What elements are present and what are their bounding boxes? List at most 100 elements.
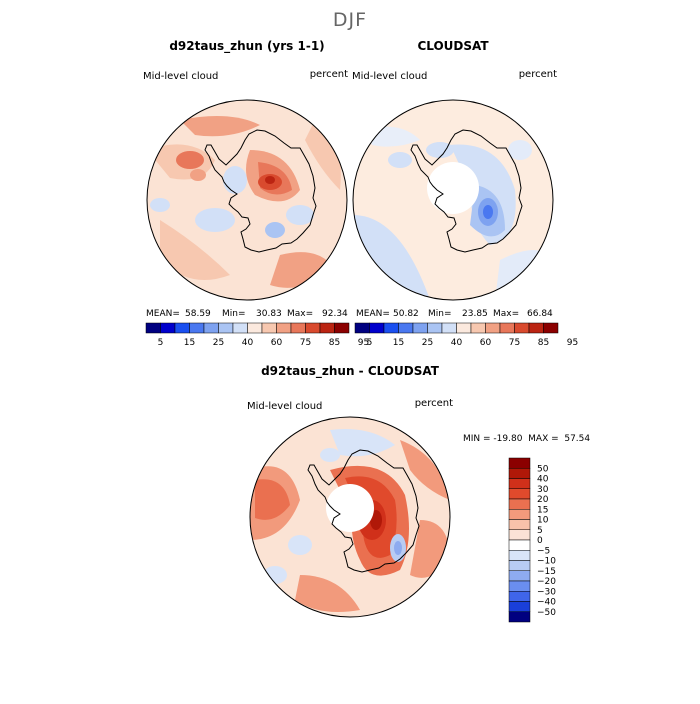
colorbar-swatch (508, 529, 531, 541)
page-title: DJF (333, 9, 367, 31)
max-value: 66.84 (527, 309, 553, 319)
colorbar-tick-label: −30 (537, 587, 556, 597)
units-label: percent (310, 69, 348, 80)
colorbar: 5 15 25 40 60 75 85 95 (354, 322, 578, 348)
colorbar-swatch (528, 322, 544, 334)
mean-label: MEAN= (356, 309, 390, 319)
colorbar-swatch (276, 322, 292, 334)
colorbar-swatch (508, 601, 531, 612)
colorbar-tick-label: 40 (242, 338, 254, 348)
colorbar-tick-label: 0 (537, 536, 543, 546)
colorbar-swatch (514, 322, 530, 334)
max-label: Max= (287, 309, 313, 319)
panel-title: CLOUDSAT (417, 39, 489, 53)
colorbar-swatch (441, 322, 457, 334)
colorbar-swatch (412, 322, 428, 334)
colorbar-tick-label: 40 (451, 338, 463, 348)
panel-cloudsat: CLOUDSAT Mid-level cloud percent MEAN= 5… (352, 39, 578, 348)
variable-label: Mid-level cloud (143, 71, 218, 82)
colorbar-tick-label: 5 (158, 338, 164, 348)
colorbar-swatch (508, 560, 531, 571)
map-border (249, 416, 451, 618)
colorbar-swatch (174, 322, 190, 334)
panel-title: d92taus_zhun - CLOUDSAT (261, 364, 440, 379)
colorbar-swatch (383, 322, 399, 334)
colorbar-swatch (508, 488, 531, 500)
min-value: 30.83 (256, 309, 282, 319)
colorbar-swatch (508, 550, 531, 561)
colorbar-swatch (369, 322, 385, 334)
colorbar-tick-label: 85 (538, 338, 549, 348)
colorbar-tick-label: −5 (537, 546, 550, 556)
colorbar-tick-label: 15 (537, 505, 548, 515)
units-label: percent (415, 398, 453, 409)
colorbar-tick-label: −15 (537, 567, 556, 577)
min-value: 23.85 (462, 309, 488, 319)
colorbar-swatch (456, 322, 472, 334)
map-border (352, 99, 554, 301)
panel-title: d92taus_zhun (yrs 1-1) (169, 39, 324, 54)
colorbar-tick-label: 10 (537, 516, 549, 526)
colorbar-swatch (508, 580, 531, 592)
variable-label: Mid-level cloud (352, 71, 427, 82)
colorbar-tick-label: 50 (537, 464, 549, 474)
colorbar-swatch (485, 322, 501, 334)
colorbar-tick-label: −20 (537, 577, 556, 587)
colorbar-swatch (543, 322, 559, 334)
colorbar-tick-label: 25 (422, 338, 433, 348)
stats: MEAN= 50.82 Min= 23.85 Max= 66.84 (356, 309, 553, 319)
colorbar-tick-label: −10 (537, 557, 556, 567)
panel-model: d92taus_zhun (yrs 1-1) Mid-level cloud p… (143, 39, 369, 348)
stats: MEAN= 58.59 Min= 30.83 Max= 92.34 (146, 309, 348, 319)
min-label: Min= (428, 309, 452, 319)
colorbar-tick-label: 40 (537, 475, 549, 485)
colorbar-swatch (508, 519, 531, 530)
colorbar-swatch (508, 591, 531, 602)
range-text: MIN = -19.80 MAX = 57.54 (463, 434, 590, 444)
colorbar-tick-label: −40 (537, 598, 556, 608)
colorbar-tick-label: 95 (358, 338, 369, 348)
colorbar-swatch (232, 322, 248, 334)
colorbar-swatch (218, 322, 234, 334)
colorbar-tick-label: 30 (537, 485, 549, 495)
colorbar-swatch (508, 468, 531, 479)
colorbar-swatch (508, 478, 531, 489)
colorbar-tick-label: 25 (213, 338, 224, 348)
colorbar-swatch (499, 322, 515, 334)
colorbar-tick-label: 5 (367, 338, 373, 348)
colorbar-swatch (145, 322, 161, 334)
colorbar-swatch (508, 539, 531, 551)
mean-value: 50.82 (393, 309, 419, 319)
colorbar-swatch (398, 322, 414, 334)
colorbar-swatch (290, 322, 306, 334)
mean-label: MEAN= (146, 309, 180, 319)
mean-value: 58.59 (185, 309, 211, 319)
colorbar-swatch (305, 322, 321, 334)
colorbar-swatch (508, 570, 531, 582)
panel-difference: d92taus_zhun - CLOUDSAT Mid-level cloud … (247, 364, 590, 623)
max-value: 92.34 (322, 309, 348, 319)
colorbar-swatch (470, 322, 486, 334)
colorbar-swatch (508, 457, 531, 469)
colorbar-tick-label: 15 (184, 338, 195, 348)
colorbar: 5 15 25 40 60 75 85 95 (145, 322, 369, 348)
map-plot (147, 100, 347, 300)
min-label: Min= (222, 309, 246, 319)
colorbar-swatch (261, 322, 277, 334)
colorbar-swatch (189, 322, 205, 334)
colorbar-tick-label: 75 (300, 338, 311, 348)
colorbar-tick-label: −50 (537, 608, 556, 618)
colorbar-tick-label: 75 (509, 338, 520, 348)
colorbar-swatch (334, 322, 350, 334)
colorbar-tick-label: 5 (537, 526, 543, 536)
map-border (146, 99, 348, 301)
colorbar-tick-label: 85 (329, 338, 340, 348)
colorbar-swatch (247, 322, 263, 334)
colorbar-swatch (508, 509, 531, 520)
colorbar-tick-label: 20 (537, 495, 549, 505)
colorbar-tick-label: 60 (480, 338, 492, 348)
colorbar-swatch (203, 322, 219, 334)
colorbar-swatch (508, 498, 531, 510)
